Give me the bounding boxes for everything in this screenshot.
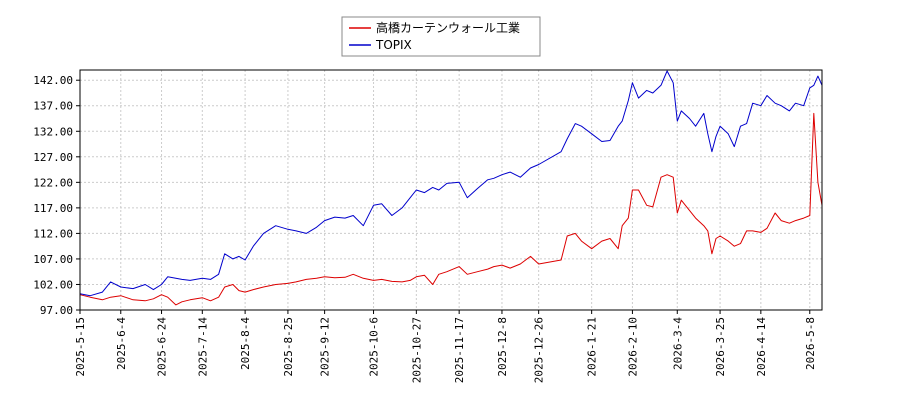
x-tick-label: 2025-11-17 bbox=[453, 317, 466, 383]
x-tick-label: 2026-3-25 bbox=[714, 317, 727, 377]
legend-box bbox=[341, 16, 541, 57]
x-tick-label: 2025-10-27 bbox=[410, 317, 423, 383]
y-tick-label: 122.00 bbox=[33, 176, 73, 189]
y-tick-label: 142.00 bbox=[33, 74, 73, 87]
y-tick-label: 132.00 bbox=[33, 125, 73, 138]
y-tick-label: 117.00 bbox=[33, 202, 73, 215]
x-tick-label: 2025-6-4 bbox=[115, 317, 128, 370]
x-tick-label: 2025-9-12 bbox=[319, 317, 332, 377]
legend-label-series-0: 高橋カーテンウォール工業 bbox=[376, 20, 520, 35]
x-tick-label: 2026-4-14 bbox=[755, 317, 768, 377]
series-line-1 bbox=[79, 70, 823, 297]
legend: 高橋カーテンウォール工業 TOPIX bbox=[341, 16, 541, 57]
x-tick-label: 2025-5-15 bbox=[74, 317, 87, 377]
x-tick-label: 2026-1-21 bbox=[586, 317, 599, 377]
y-tick-label: 102.00 bbox=[33, 278, 73, 291]
x-tick-label: 2025-8-25 bbox=[282, 317, 295, 377]
y-tick-label: 97.00 bbox=[40, 304, 73, 317]
y-tick-label: 137.00 bbox=[33, 100, 73, 113]
plot-frame bbox=[79, 69, 823, 311]
x-tick-label: 2026-3-4 bbox=[671, 317, 684, 370]
x-axis: 2025-5-15 2025-6-4 2025-6-24 2025-7-14 2025-… bbox=[74, 310, 817, 383]
plot-series bbox=[79, 70, 823, 306]
y-axis: 97.00 102.00 107.00 112.00 117.00 122.00 127.0… bbox=[33, 74, 80, 317]
x-tick-label: 2026-5-8 bbox=[804, 317, 817, 370]
y-tick-label: 127.00 bbox=[33, 151, 73, 164]
y-tick-label: 107.00 bbox=[33, 253, 73, 266]
x-tick-label: 2025-8-4 bbox=[239, 317, 252, 370]
grid bbox=[79, 70, 822, 311]
series-line-0 bbox=[79, 112, 823, 306]
x-tick-label: 2025-6-24 bbox=[156, 317, 169, 377]
legend-label-series-1: TOPIX bbox=[375, 38, 412, 52]
x-tick-label: 2026-2-10 bbox=[626, 317, 639, 377]
x-tick-label: 2025-12-8 bbox=[496, 317, 509, 377]
x-tick-label: 2025-12-26 bbox=[533, 317, 546, 383]
x-tick-label: 2025-10-6 bbox=[368, 317, 381, 377]
y-tick-label: 112.00 bbox=[33, 227, 73, 240]
x-tick-label: 2025-7-14 bbox=[196, 317, 209, 377]
